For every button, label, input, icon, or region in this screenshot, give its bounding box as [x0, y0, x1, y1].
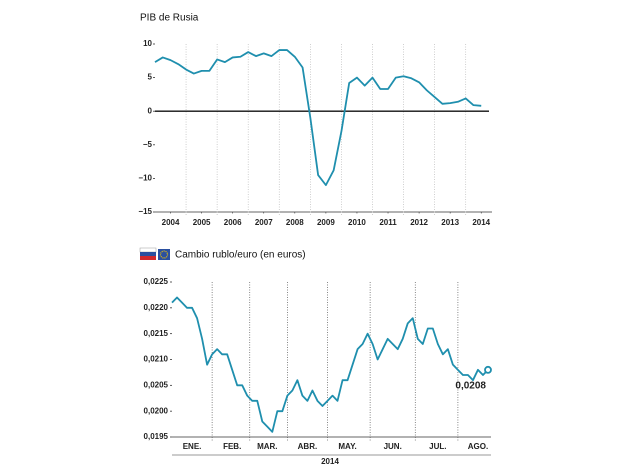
- y-tick-label: 0,0215: [144, 329, 169, 338]
- flag-russia-blue: [140, 252, 156, 256]
- x-tick-label: 2013: [441, 218, 459, 227]
- flag-eu-stars: [159, 250, 169, 259]
- x-axis-label: 2014: [321, 457, 339, 466]
- y-tick-label: −15: [138, 207, 152, 216]
- chart-title: PIB de Rusia: [140, 13, 199, 24]
- x-tick-label: MAY.: [338, 442, 356, 451]
- y-tick-label: 0: [148, 106, 153, 115]
- x-tick-label: 2010: [348, 218, 366, 227]
- x-tick-label: ENE.: [183, 442, 202, 451]
- end-marker: [484, 365, 492, 374]
- flag-russia-white: [139, 247, 157, 253]
- x-tick-label: AGO.: [468, 442, 488, 451]
- flags: [139, 247, 170, 260]
- x-tick-label: 2006: [224, 218, 242, 227]
- y-tick-label: 10: [143, 39, 152, 48]
- x-tick-label: 2005: [193, 218, 211, 227]
- x-tick-label: 2009: [317, 218, 335, 227]
- x-tick-label: FEB.: [223, 442, 241, 451]
- y-tick-label: 0,0225: [144, 277, 169, 286]
- y-tick-label: −10: [138, 174, 152, 183]
- x-tick-label: JUN.: [384, 442, 402, 451]
- y-tick-label: 5: [148, 73, 153, 82]
- x-tick-label: 2012: [410, 218, 428, 227]
- flag-russia-red: [140, 256, 156, 260]
- x-tick-label: JUL.: [429, 442, 446, 451]
- x-tick-label: ABR.: [298, 442, 318, 451]
- data-line: [171, 296, 489, 433]
- x-tick-label: 2004: [162, 218, 180, 227]
- y-tick-label: 0,0220: [144, 303, 169, 312]
- value-label: 0,0208: [455, 380, 486, 391]
- y-tick-label: 0,0205: [144, 380, 169, 389]
- chart-title: Cambio rublo/euro (en euros): [175, 250, 306, 261]
- y-tick-label: 0,0200: [144, 406, 169, 415]
- x-tick-label: 2014: [472, 218, 490, 227]
- x-tick-label: 2011: [379, 218, 397, 227]
- x-tick-label: MAR.: [257, 442, 277, 451]
- y-tick-label: −5: [143, 140, 153, 149]
- x-tick-label: 2007: [255, 218, 273, 227]
- x-tick-label: 2008: [286, 218, 304, 227]
- flag-eu: [158, 249, 170, 260]
- y-tick-label: 0,0210: [144, 355, 169, 364]
- y-tick-label: 0,0195: [144, 432, 169, 441]
- data-line: [154, 49, 482, 187]
